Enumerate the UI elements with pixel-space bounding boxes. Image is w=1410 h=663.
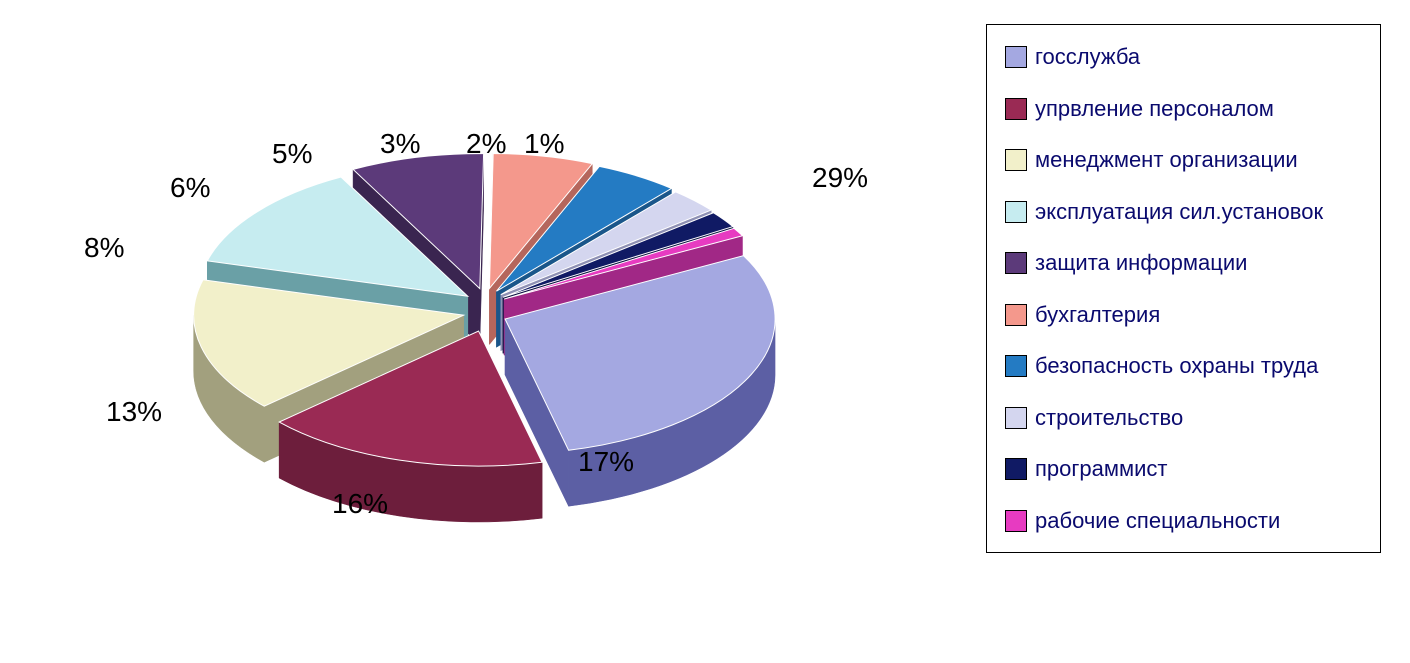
legend-label: госслужба — [1035, 43, 1362, 71]
legend-label: рабочие специальности — [1035, 507, 1362, 535]
legend-item: защита информации — [1005, 249, 1362, 277]
legend-swatch — [1005, 252, 1027, 274]
legend-label: программист — [1035, 455, 1362, 483]
legend-swatch — [1005, 458, 1027, 480]
legend-item: эксплуатация сил.установок — [1005, 198, 1362, 226]
legend-swatch — [1005, 46, 1027, 68]
chart-container: 29% 17% 16% 13% 8% 6% 5% 3% 2% 1% госслужба упрвле… — [0, 0, 1410, 658]
pct-label: 13% — [106, 396, 162, 428]
legend-swatch — [1005, 355, 1027, 377]
pct-label: 6% — [170, 172, 210, 204]
pct-label: 16% — [332, 488, 388, 520]
legend-label: безопасность охраны труда — [1035, 352, 1362, 380]
legend: госслужба упрвление персоналом менеджмент … — [986, 24, 1381, 553]
legend-label: упрвление персоналом — [1035, 95, 1362, 123]
legend-swatch — [1005, 98, 1027, 120]
pct-label: 29% — [812, 162, 868, 194]
legend-item: бухгалтерия — [1005, 301, 1362, 329]
pie-chart: 29% 17% 16% 13% 8% 6% 5% 3% 2% 1% — [0, 0, 980, 658]
legend-label: защита информации — [1035, 249, 1362, 277]
legend-label: бухгалтерия — [1035, 301, 1362, 329]
legend-swatch — [1005, 407, 1027, 429]
legend-item: строительство — [1005, 404, 1362, 432]
pct-label: 5% — [272, 138, 312, 170]
pct-label: 2% — [466, 128, 506, 160]
legend-item: менеджмент организации — [1005, 146, 1362, 174]
legend-label: менеджмент организации — [1035, 146, 1362, 174]
pct-label: 3% — [380, 128, 420, 160]
pct-label: 1% — [524, 128, 564, 160]
legend-label: строительство — [1035, 404, 1362, 432]
legend-item: программист — [1005, 455, 1362, 483]
legend-swatch — [1005, 510, 1027, 532]
pie-svg — [0, 0, 980, 658]
pct-label: 17% — [578, 446, 634, 478]
legend-swatch — [1005, 201, 1027, 223]
legend-item: упрвление персоналом — [1005, 95, 1362, 123]
legend-item: безопасность охраны труда — [1005, 352, 1362, 380]
legend-item: рабочие специальности — [1005, 507, 1362, 535]
legend-swatch — [1005, 149, 1027, 171]
legend-label: эксплуатация сил.установок — [1035, 198, 1362, 226]
legend-item: госслужба — [1005, 43, 1362, 71]
pct-label: 8% — [84, 232, 124, 264]
legend-swatch — [1005, 304, 1027, 326]
